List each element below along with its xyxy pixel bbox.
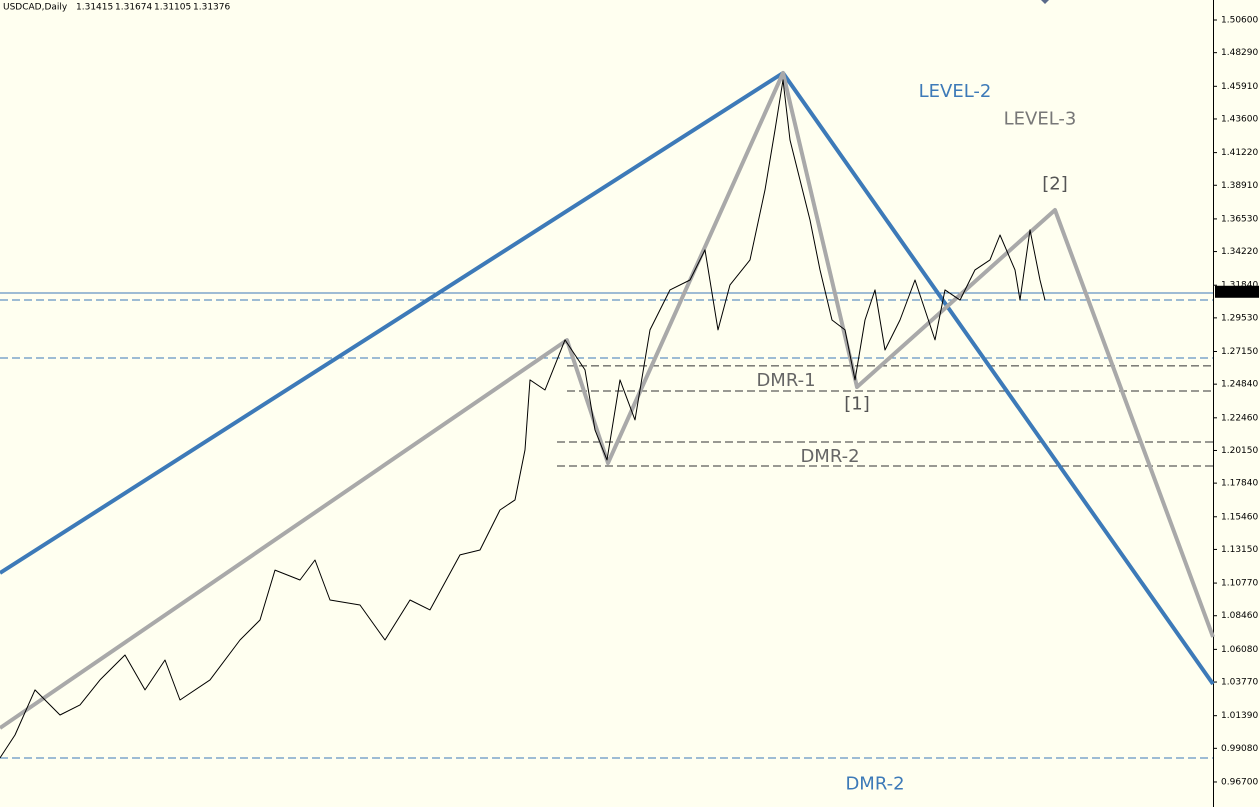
y-tick-label: 1.08460 bbox=[1221, 611, 1258, 621]
y-tick-label: 0.96700 bbox=[1221, 777, 1258, 787]
marker-icon bbox=[1041, 0, 1049, 4]
annotation: DMR-1 bbox=[756, 370, 815, 391]
y-tick-label: 1.15460 bbox=[1221, 512, 1258, 522]
current-price-box bbox=[1215, 285, 1259, 298]
ohlc-value: 1.31415 bbox=[76, 3, 113, 13]
ohlc-value: 1.31105 bbox=[154, 3, 191, 13]
y-tick-label: 1.34220 bbox=[1221, 247, 1258, 257]
y-tick-label: 1.20150 bbox=[1221, 446, 1258, 456]
y-tick-label: 1.27150 bbox=[1221, 347, 1258, 357]
y-tick-label: 1.06080 bbox=[1221, 645, 1258, 655]
y-tick-label: 1.29530 bbox=[1221, 313, 1258, 323]
y-tick-label: 1.41220 bbox=[1221, 148, 1258, 158]
y-tick-label: 1.45910 bbox=[1221, 82, 1258, 92]
y-tick-label: 1.01390 bbox=[1221, 711, 1258, 721]
annotation: LEVEL-2 bbox=[919, 81, 992, 102]
y-tick-label: 1.22460 bbox=[1221, 413, 1258, 423]
y-tick-label: 1.36530 bbox=[1221, 214, 1258, 224]
annotation: LEVEL-3 bbox=[1004, 109, 1077, 130]
y-tick-label: 1.17840 bbox=[1221, 479, 1258, 489]
y-tick-label: 1.31840 bbox=[1221, 281, 1258, 291]
annotation: [1] bbox=[844, 394, 870, 415]
y-tick-label: 1.13150 bbox=[1221, 545, 1258, 555]
y-tick-label: 1.50600 bbox=[1221, 16, 1258, 26]
symbol: USDCAD,Daily bbox=[3, 3, 68, 13]
y-tick-label: 1.10770 bbox=[1221, 579, 1258, 589]
current-price-label: 1.31376 bbox=[1219, 287, 1256, 297]
y-tick-label: 1.48290 bbox=[1221, 48, 1258, 58]
y-tick-label: 1.24840 bbox=[1221, 380, 1258, 390]
price-line bbox=[0, 71, 1215, 730]
annotation: DMR-2 bbox=[800, 446, 859, 467]
y-tick-label: 0.99080 bbox=[1221, 744, 1258, 754]
annotation: DMR-2 bbox=[845, 774, 904, 795]
ohlc-value: 1.31674 bbox=[115, 3, 152, 13]
y-tick-label: 1.43600 bbox=[1221, 114, 1258, 124]
price-line bbox=[0, 79, 1046, 759]
y-tick-label: 1.03770 bbox=[1221, 678, 1258, 688]
annotation: [2] bbox=[1042, 174, 1068, 195]
y-tick-label: 1.38910 bbox=[1221, 181, 1258, 191]
ohlc-value: 1.31376 bbox=[193, 3, 230, 13]
